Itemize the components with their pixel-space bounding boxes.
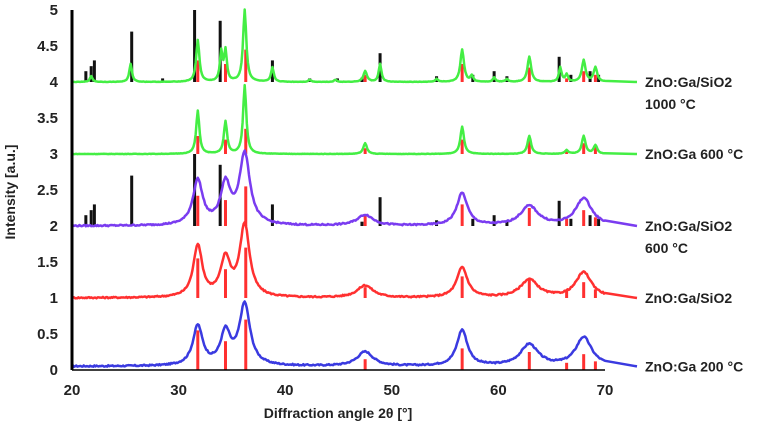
x-axis-title: Diffraction angle 2θ [°]: [264, 405, 413, 421]
y-tick-label: 5: [50, 2, 58, 19]
reference-bars: [84, 10, 601, 370]
series-zno-ga-sio2-line: [71, 221, 638, 300]
y-tick-label: 0.5: [37, 326, 58, 343]
x-tick-label: 30: [170, 382, 187, 399]
y-tick-label: 1: [50, 290, 58, 307]
series-zno-ga-sio2-600c-line: [71, 149, 638, 228]
series-zno-ga-sio2-1000c-line: [71, 8, 638, 84]
y-tick-label: 4.5: [37, 38, 58, 55]
series-zno-ga-200c-line: [71, 300, 638, 368]
x-tick-label: 40: [277, 382, 294, 399]
x-tick-label: 70: [597, 382, 614, 399]
series-labels: ZnO:Ga 200 °C ZnO:Ga/SiO2 ZnO:Ga/SiO2 600 °…: [645, 74, 743, 374]
series-label: 600 °C: [645, 240, 688, 256]
x-tick-labels: 20 30 40 50 60 70: [64, 382, 614, 399]
series-label: ZnO:Ga/SiO2: [645, 218, 732, 234]
x-tick-label: 20: [64, 382, 81, 399]
y-tick-label: 1.5: [37, 254, 58, 271]
y-tick-label: 2.5: [37, 182, 58, 199]
y-tick-label: 2: [50, 218, 58, 235]
series-label: ZnO:Ga 600 °C: [645, 146, 743, 162]
series-label: ZnO:Ga 200 °C: [645, 358, 743, 374]
y-tick-labels: 0 0.5 1 1.5 2 2.5 3 3.5 4 4.5 5: [37, 2, 59, 379]
y-tick-label: 3: [50, 146, 58, 163]
y-axis-title: Intensity [a.u.]: [2, 145, 18, 240]
y-tick-label: 0: [50, 362, 58, 379]
axes: [70, 10, 605, 371]
x-tick-label: 60: [490, 382, 507, 399]
y-tick-label: 3.5: [37, 110, 58, 127]
series-label: ZnO:Ga/SiO2: [645, 74, 732, 90]
series-zno-ga-600c-line: [71, 83, 638, 156]
y-tick-label: 4: [50, 74, 59, 91]
series-label: ZnO:Ga/SiO2: [645, 290, 732, 306]
x-tick-label: 50: [383, 382, 400, 399]
series-label: 1000 °C: [645, 96, 696, 112]
series-lines: [71, 8, 638, 368]
